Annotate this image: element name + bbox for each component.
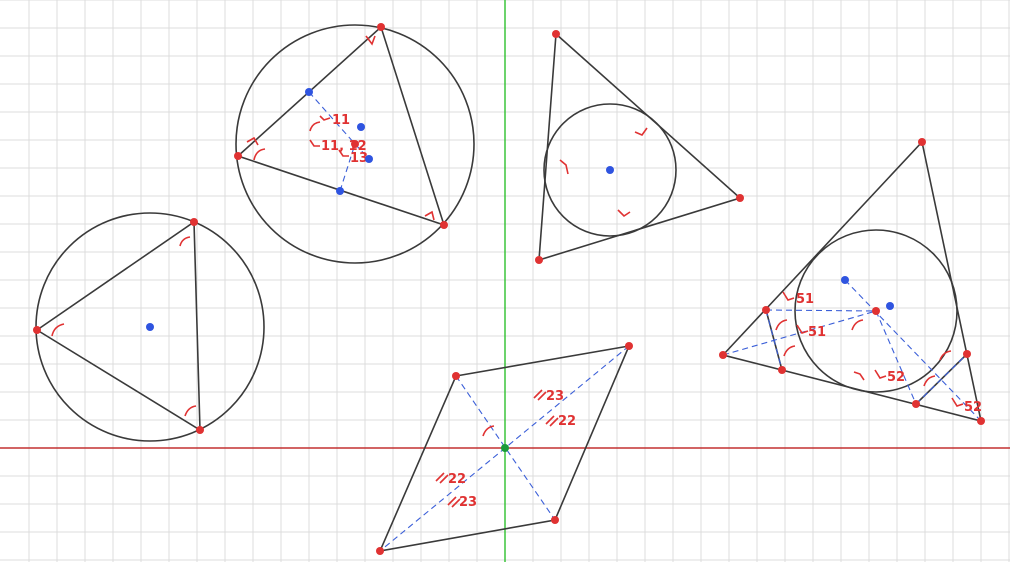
angle-mark bbox=[634, 127, 648, 136]
angle-mark bbox=[783, 345, 796, 357]
parallel-mark bbox=[545, 415, 559, 427]
dashed-segment bbox=[915, 353, 968, 405]
label-q-a: 51 bbox=[796, 292, 814, 307]
diagonal bbox=[455, 375, 556, 521]
angle-mark bbox=[309, 121, 321, 132]
angle-mark bbox=[559, 159, 569, 175]
dashed-segment bbox=[875, 310, 917, 405]
label-par-a: 23 bbox=[546, 389, 564, 404]
tick-mark bbox=[365, 35, 376, 46]
angle-mark bbox=[617, 209, 631, 218]
tick-mark bbox=[338, 149, 349, 157]
tick-mark bbox=[796, 324, 809, 334]
dashed-segment bbox=[308, 91, 356, 145]
angle-mark bbox=[253, 148, 266, 161]
tick-mark bbox=[246, 136, 259, 146]
vertex-point[interactable] bbox=[551, 516, 559, 524]
tick-mark bbox=[424, 210, 435, 221]
center-point[interactable] bbox=[357, 123, 365, 131]
intersection-point[interactable] bbox=[351, 140, 359, 148]
vertex-point[interactable] bbox=[452, 372, 460, 380]
label-par-c: 22 bbox=[448, 472, 466, 487]
dashed-segment bbox=[722, 310, 877, 356]
angle-mark bbox=[851, 319, 864, 331]
tick-mark bbox=[309, 139, 320, 147]
label-c2-c: 13 bbox=[350, 151, 368, 166]
tick-mark bbox=[782, 291, 795, 301]
parallel-mark bbox=[533, 389, 547, 401]
incircle[interactable] bbox=[543, 103, 677, 237]
label-c2-a: 11 bbox=[332, 113, 350, 128]
origin-point[interactable] bbox=[501, 444, 509, 452]
circumcenter-point[interactable] bbox=[146, 323, 154, 331]
incenter-point[interactable] bbox=[606, 166, 614, 174]
vertex-point[interactable] bbox=[762, 306, 770, 314]
label-q-c: 52 bbox=[887, 370, 905, 385]
incircle[interactable] bbox=[794, 229, 958, 393]
figure-parallelogram[interactable]: 23 22 22 23 bbox=[376, 342, 633, 555]
vertex-point[interactable] bbox=[736, 194, 744, 202]
parallel-mark bbox=[447, 496, 461, 508]
label-q-d: 52 bbox=[964, 400, 982, 415]
intersection-point[interactable] bbox=[872, 307, 880, 315]
vertex-point[interactable] bbox=[376, 547, 384, 555]
vertex-point[interactable] bbox=[190, 218, 198, 226]
parallel-mark bbox=[435, 472, 449, 484]
dashed-segment bbox=[339, 143, 356, 192]
center-point[interactable] bbox=[336, 187, 344, 195]
label-par-b: 22 bbox=[558, 414, 576, 429]
vertex-point[interactable] bbox=[440, 221, 448, 229]
angle-mark bbox=[184, 405, 197, 417]
tick-mark bbox=[853, 371, 865, 381]
angle-mark bbox=[775, 319, 788, 331]
vertex-point[interactable] bbox=[912, 400, 920, 408]
figure-incircle-bisectors[interactable]: 51 51 52 52 bbox=[719, 138, 985, 425]
angle-mark bbox=[923, 375, 936, 387]
vertex-point[interactable] bbox=[234, 152, 242, 160]
dashed-segment bbox=[765, 309, 783, 371]
center-point[interactable] bbox=[886, 302, 894, 310]
label-par-d: 23 bbox=[459, 495, 477, 510]
angle-mark bbox=[939, 350, 952, 361]
vertex-point[interactable] bbox=[625, 342, 633, 350]
angle-mark bbox=[482, 425, 495, 437]
vertex-point[interactable] bbox=[535, 256, 543, 264]
label-q-b: 51 bbox=[808, 325, 826, 340]
triangle[interactable] bbox=[35, 220, 201, 432]
center-point[interactable] bbox=[305, 88, 313, 96]
vertex-point[interactable] bbox=[33, 326, 41, 334]
vertex-point[interactable] bbox=[963, 350, 971, 358]
center-point[interactable] bbox=[841, 276, 849, 284]
triangle[interactable] bbox=[538, 32, 742, 262]
vertex-point[interactable] bbox=[918, 138, 926, 146]
vertex-point[interactable] bbox=[552, 30, 560, 38]
dashed-segment bbox=[765, 309, 877, 312]
angle-mark bbox=[179, 236, 191, 247]
tick-mark bbox=[951, 397, 964, 407]
figure-circumcircle-left[interactable] bbox=[33, 212, 265, 442]
tick-mark bbox=[874, 369, 887, 379]
figure-inscribed-triangle[interactable]: 11 11, 12 13 bbox=[234, 23, 475, 264]
angle-mark bbox=[51, 323, 65, 337]
vertex-point[interactable] bbox=[977, 417, 985, 425]
figure-incircle[interactable] bbox=[535, 30, 744, 264]
tick-mark bbox=[319, 115, 331, 121]
vertex-point[interactable] bbox=[377, 23, 385, 31]
vertex-point[interactable] bbox=[196, 426, 204, 434]
circumcircle[interactable] bbox=[235, 24, 475, 264]
center-point[interactable] bbox=[365, 155, 373, 163]
vertex-point[interactable] bbox=[719, 351, 727, 359]
vertex-point[interactable] bbox=[778, 366, 786, 374]
dashed-segment bbox=[844, 279, 982, 422]
